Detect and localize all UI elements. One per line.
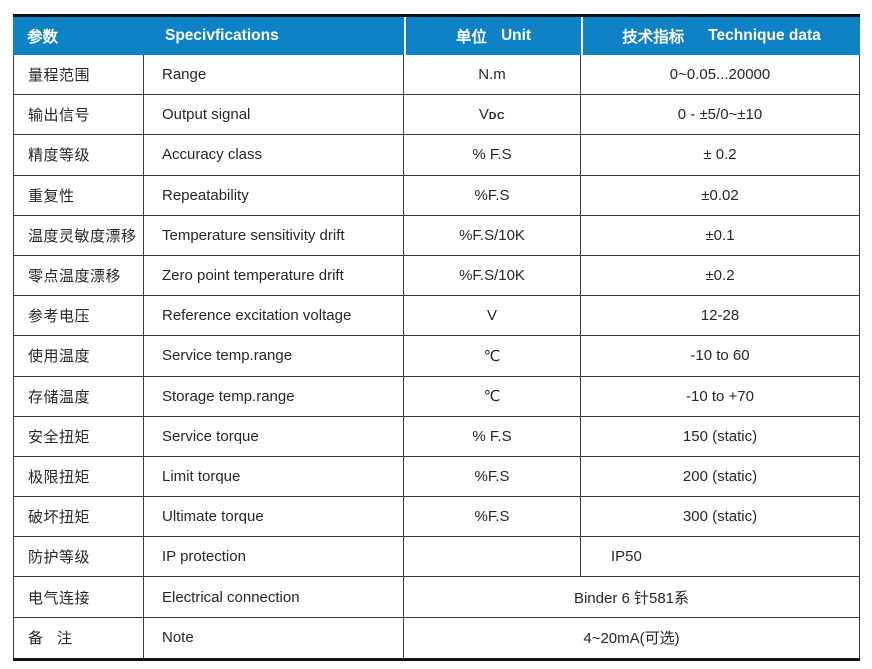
param-cn-cell: 温度灵敏度漂移	[14, 215, 144, 255]
value-cell: 12-28	[700, 307, 740, 325]
table-row-ultimate-torque: 破坏扭矩 Ultimate torque %F.S 300 (static)	[14, 497, 859, 538]
spec-en-cell: Storage temp.range	[144, 376, 404, 416]
header-specifications: Specivfications	[165, 27, 279, 44]
param-cn-cell: 重复性	[14, 175, 144, 215]
unit-cell: ℃	[404, 336, 581, 376]
spec-en-cell: Zero point temperature drift	[144, 255, 404, 296]
unit-cell: %F.S/10K	[404, 215, 581, 255]
table-row-service-torque: 安全扭矩 Service torque % F.S 150 (static)	[14, 416, 859, 457]
value-cell: 200 (static)	[682, 467, 758, 485]
value-cell: ±0.2	[705, 267, 735, 285]
value-cell: 300 (static)	[682, 508, 758, 526]
unit-subscript: DC	[488, 110, 506, 123]
header-unit-cn: 单位	[455, 29, 487, 46]
table-body: 量程范围 Range N.m 0~0.05...20000 输出信号 Outpu…	[13, 55, 860, 658]
unit-main: V	[478, 106, 489, 124]
table-row-range: 量程范围 Range N.m 0~0.05...20000	[14, 55, 859, 96]
value-cell: 0~0.05...20000	[669, 66, 771, 84]
table-row-storage-temp: 存储温度 Storage temp.range ℃ -10 to +70	[14, 376, 859, 417]
param-cn-cell: 防护等级	[14, 537, 144, 577]
unit-cell: % F.S	[404, 416, 581, 456]
table-row-service-temp: 使用温度 Service temp.range ℃ -10 to 60	[14, 336, 859, 377]
param-cn-cell: 电气连接	[14, 577, 144, 617]
spec-en-cell: Note	[144, 617, 404, 658]
table-row-temp-sensitivity-drift: 温度灵敏度漂移 Temperature sensitivity drift %F…	[14, 215, 859, 256]
unit-cell: N.m	[404, 55, 581, 95]
table-row-zero-point-drift: 零点温度漂移 Zero point temperature drift %F.S…	[14, 255, 859, 297]
table-row-ip-protection: 防护等级 IP protection IP50	[14, 537, 859, 578]
unit-cell: %F.S	[404, 497, 581, 537]
spec-table: 参数 Specivfications 单位 Unit 技术指标 Techniqu…	[13, 14, 860, 661]
table-row-note: 备注 Note 4~20mA(可选)	[14, 617, 859, 658]
table-bottom-border	[13, 657, 860, 661]
param-cn-cell: 存储温度	[14, 376, 144, 416]
header-unit: 单位 Unit	[404, 17, 581, 55]
unit-cell: V	[404, 296, 581, 336]
table-header-row: 参数 Specivfications 单位 Unit 技术指标 Techniqu…	[13, 14, 860, 55]
param-cn-cell: 破坏扭矩	[14, 497, 144, 537]
spec-en-cell: Repeatability	[144, 175, 404, 215]
header-param: 参数	[27, 29, 59, 46]
value-cell: -10 to +70	[686, 387, 754, 405]
header-technique-data: 技术指标 Technique data	[581, 17, 860, 55]
unit-cell	[404, 537, 581, 577]
value-cell: ±0.1	[705, 226, 735, 244]
table-row-repeatability: 重复性 Repeatability %F.S ±0.02	[14, 175, 859, 216]
value-cell: 150 (static)	[682, 427, 758, 445]
param-cn-cell: 极限扭矩	[14, 456, 144, 497]
spec-en-cell: Accuracy class	[144, 135, 404, 175]
param-cn-cell: 备注	[14, 617, 144, 658]
unit-cell: ℃	[404, 376, 581, 416]
value-cell: ± 0.2	[703, 146, 737, 164]
value-cell: 0 - ±5/0~±10	[677, 106, 763, 124]
spec-en-cell: Service torque	[144, 416, 404, 456]
spec-en-cell: Electrical connection	[144, 577, 404, 617]
param-cn-cell: 量程范围	[14, 55, 144, 95]
value-cell: -10 to 60	[690, 347, 750, 365]
spec-en-cell: Reference excitation voltage	[144, 296, 404, 336]
param-cn-cell: 零点温度漂移	[14, 255, 144, 296]
value-cell: ±0.02	[701, 186, 739, 204]
unit-cell: %F.S	[404, 175, 581, 215]
merged-value-cell: 4~20mA(可选)	[583, 630, 680, 648]
table-row-reference-voltage: 参考电压 Reference excitation voltage V 12-2…	[14, 296, 859, 337]
unit-cell: %F.S	[404, 456, 581, 497]
table-row-electrical-connection: 电气连接 Electrical connection Binder 6 针581…	[14, 577, 859, 618]
unit-cell: %F.S/10K	[404, 255, 581, 296]
header-unit-en: Unit	[500, 27, 532, 44]
param-cn-cell: 输出信号	[14, 95, 144, 135]
param-cn-cell: 安全扭矩	[14, 416, 144, 456]
merged-value-cell: Binder 6 针581系	[573, 589, 690, 607]
spec-en-cell: Ultimate torque	[144, 497, 404, 537]
unit-cell: V DC	[404, 95, 581, 135]
spec-en-cell: Limit torque	[144, 456, 404, 497]
param-cn-cell: 参考电压	[14, 296, 144, 336]
header-tech-en: Technique data	[708, 27, 821, 44]
header-tech-cn: 技术指标	[622, 29, 685, 46]
spec-en-cell: IP protection	[144, 537, 404, 577]
spec-en-cell: Range	[144, 55, 404, 95]
table-row-output-signal: 输出信号 Output signal V DC 0 - ±5/0~±10	[14, 95, 859, 136]
value-cell: IP50	[611, 548, 642, 566]
table-row-limit-torque: 极限扭矩 Limit torque %F.S 200 (static)	[14, 456, 859, 498]
spec-en-cell: Temperature sensitivity drift	[144, 215, 404, 255]
unit-cell: % F.S	[404, 135, 581, 175]
param-cn-cell: 精度等级	[14, 135, 144, 175]
spec-en-cell: Output signal	[144, 95, 404, 135]
spec-en-cell: Service temp.range	[144, 336, 404, 376]
param-cn-cell: 使用温度	[14, 336, 144, 376]
table-row-accuracy-class: 精度等级 Accuracy class % F.S ± 0.2	[14, 135, 859, 176]
